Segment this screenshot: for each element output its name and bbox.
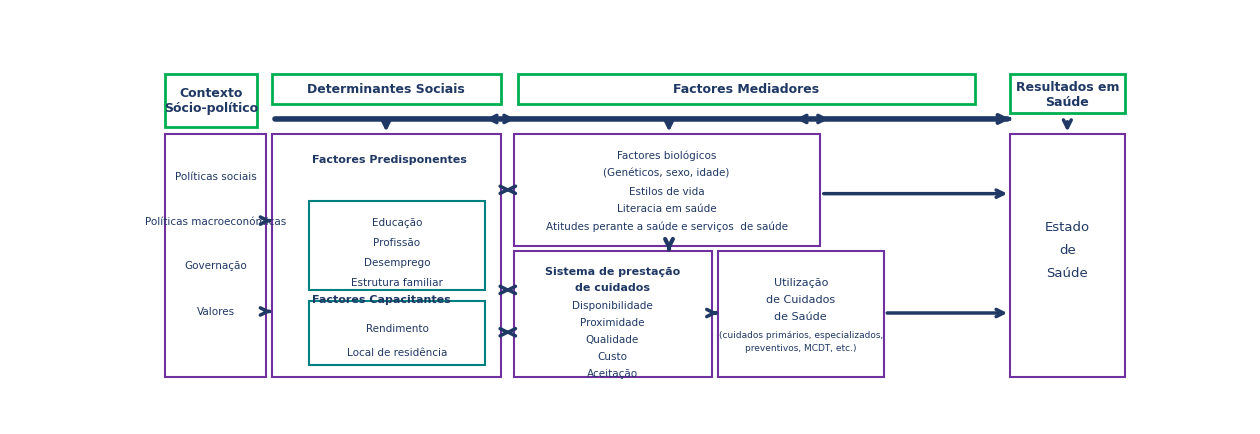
Bar: [514, 135, 820, 247]
Text: Desemprego: Desemprego: [364, 258, 430, 268]
Text: Proximidade: Proximidade: [580, 318, 645, 328]
Text: Qualidade: Qualidade: [586, 335, 639, 345]
Text: Resultados em
Saúde: Resultados em Saúde: [1016, 80, 1119, 108]
Text: Literacia em saúde: Literacia em saúde: [617, 204, 717, 214]
Text: Valores: Valores: [197, 307, 234, 317]
Text: de: de: [1058, 244, 1076, 257]
Text: Factores Capacitantes: Factores Capacitantes: [312, 294, 451, 304]
Bar: [309, 202, 485, 290]
Text: Governação: Governação: [184, 261, 247, 271]
Bar: [514, 252, 712, 377]
Text: (cuidados primários, especializados,: (cuidados primários, especializados,: [718, 330, 883, 339]
Text: de Saúde: de Saúde: [775, 311, 827, 321]
Text: Disponibilidade: Disponibilidade: [572, 301, 653, 311]
Bar: [272, 135, 500, 377]
Text: Sistema de prestação: Sistema de prestação: [544, 266, 680, 276]
Text: Políticas sociais: Políticas sociais: [175, 171, 257, 181]
Bar: [1011, 75, 1125, 114]
Text: Profissão: Profissão: [373, 237, 421, 247]
Text: Rendimento: Rendimento: [365, 324, 428, 334]
Text: Aceitação: Aceitação: [587, 368, 638, 378]
Text: Factores Predisponentes: Factores Predisponentes: [312, 155, 467, 164]
Text: (Genéticos, sexo, idade): (Genéticos, sexo, idade): [604, 168, 730, 178]
Bar: [518, 75, 975, 104]
Bar: [165, 135, 266, 377]
Bar: [718, 252, 885, 377]
Text: Educação: Educação: [372, 217, 422, 227]
Text: de cuidados: de cuidados: [575, 282, 650, 292]
Text: preventivos, MCDT, etc.): preventivos, MCDT, etc.): [745, 343, 857, 352]
Text: Estrutura familiar: Estrutura familiar: [352, 278, 444, 288]
Text: Utilização: Utilização: [774, 278, 828, 288]
Text: Saúde: Saúde: [1047, 267, 1089, 280]
Text: Contexto
Sócio-político: Contexto Sócio-político: [164, 87, 258, 115]
Text: Políticas macroeconómicas: Políticas macroeconómicas: [145, 216, 286, 226]
Bar: [165, 75, 257, 127]
Text: de Cuidados: de Cuidados: [766, 294, 835, 304]
Bar: [1011, 135, 1125, 377]
Text: Factores biológicos: Factores biológicos: [617, 151, 717, 161]
Bar: [272, 75, 500, 104]
Text: Determinantes Sociais: Determinantes Sociais: [307, 83, 465, 96]
Bar: [309, 302, 485, 365]
Text: Estilos de vida: Estilos de vida: [629, 186, 704, 196]
Text: Local de residência: Local de residência: [346, 347, 447, 357]
Text: Estado: Estado: [1045, 221, 1090, 234]
Text: Atitudes perante a saúde e serviços  de saúde: Atitudes perante a saúde e serviços de s…: [546, 221, 788, 232]
Text: Factores Mediadores: Factores Mediadores: [673, 83, 819, 96]
Text: Custo: Custo: [597, 351, 627, 361]
